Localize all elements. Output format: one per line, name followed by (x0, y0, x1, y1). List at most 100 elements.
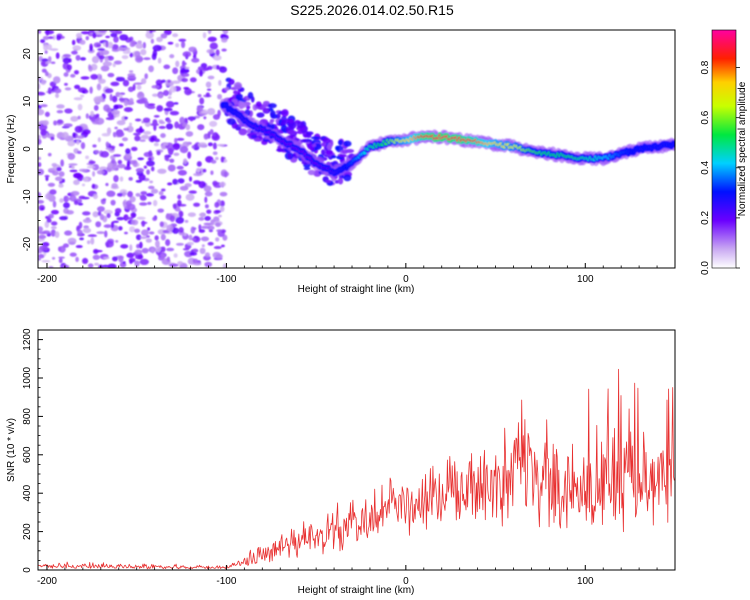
spectrogram-noise-cell (173, 102, 179, 105)
spectrogram-noise-cell (82, 211, 91, 216)
spectrogram-noise-cell (161, 144, 167, 150)
spectrogram-scatter-cell (276, 148, 285, 152)
spectrogram-noise-cell (76, 140, 80, 145)
spectrogram-noise-cell (110, 199, 116, 206)
spectrogram-scatter-cell (339, 154, 347, 158)
spectrogram-noise-cell (137, 157, 145, 161)
spectrogram-noise-cell (53, 88, 62, 94)
spectrogram-noise-cell (158, 190, 164, 196)
spectrogram-noise-cell (140, 78, 147, 85)
spectrogram-noise-cell (163, 107, 173, 112)
spectrogram-noise-cell (204, 204, 209, 209)
spectrogram-noise-cell (184, 66, 190, 70)
spectrogram-noise-cell (136, 84, 142, 90)
spectrogram-noise-cell (113, 104, 119, 110)
spectrogram-ytick-label: -20 (22, 237, 33, 252)
spectrogram-noise-cell (212, 133, 216, 137)
spectrogram-scatter-cell (321, 142, 327, 147)
spectrogram-noise-cell (115, 239, 119, 243)
spectrogram-noise-cell (134, 260, 140, 267)
spectrogram-noise-cell (182, 141, 190, 148)
spectrogram-noise-cell (175, 216, 185, 224)
spectrogram-noise-cell (70, 115, 79, 122)
spectrogram-noise-cell (113, 60, 122, 65)
spectrogram-noise-cell (149, 30, 153, 34)
spectrogram-noise-cell (121, 55, 129, 60)
spectrogram-noise-cell (118, 97, 125, 102)
spectrogram-noise-cell (177, 261, 184, 265)
spectrogram-noise-cell (163, 142, 169, 146)
spectrogram-noise-cell (198, 229, 206, 233)
spectrogram-noise-cell (188, 190, 197, 194)
spectrogram-noise-cell (199, 247, 206, 255)
spectrogram-noise-cell (204, 191, 213, 197)
spectrogram-noise-cell (204, 261, 213, 268)
spectrogram-noise-cell (123, 107, 133, 113)
spectrogram-noise-cell (86, 165, 96, 169)
spectrogram-scatter-cell (335, 145, 340, 151)
spectrogram-noise-cell (152, 93, 159, 97)
spectrogram-noise-cell (146, 105, 156, 110)
spectrogram-noise-cell (198, 216, 205, 221)
spectrogram-noise-cell (202, 32, 207, 39)
spectrogram-noise-cell (49, 189, 57, 195)
spectrogram-noise-cell (207, 142, 213, 147)
spectrogram-noise-cell (221, 48, 227, 52)
spectrogram-noise-cell (152, 44, 162, 52)
spectrogram-noise-cell (47, 36, 54, 40)
spectrogram-noise-cell (191, 237, 197, 241)
spectrogram-scatter-cell (250, 134, 258, 139)
spectrogram-scatter-cell (322, 137, 331, 144)
spectrogram-noise-cell (63, 202, 70, 209)
spectrogram-noise-cell (127, 75, 137, 81)
spectrogram-noise-cell (69, 194, 77, 202)
spectrogram-noise-cell (112, 63, 116, 68)
spectrogram-noise-cell (181, 78, 188, 83)
spectrogram-noise-cell (153, 142, 159, 147)
spectrogram-noise-cell (213, 246, 222, 250)
spectrogram-noise-cell (189, 252, 198, 256)
spectrogram-noise-cell (127, 191, 133, 198)
spectrogram-noise-cell (81, 183, 86, 187)
spectrogram-noise-cell (38, 162, 42, 168)
spectrogram-noise-cell (212, 151, 218, 156)
spectrogram-noise-cell (38, 226, 44, 233)
spectrogram-noise-cell (116, 120, 126, 126)
spectrogram-noise-cell (105, 40, 109, 48)
spectrogram-noise-cell (143, 57, 151, 61)
spectrogram-noise-cell (220, 156, 225, 163)
spectrogram-noise-cell (92, 171, 96, 177)
spectrogram-noise-cell (116, 216, 125, 221)
spectrogram-noise-cell (167, 79, 171, 83)
spectrogram-noise-cell (92, 144, 97, 148)
spectrogram-noise-cell (51, 257, 56, 260)
spectrogram-noise-cell (82, 227, 92, 234)
spectrogram-noise-cell (166, 119, 172, 124)
spectrogram-noise-cell (90, 237, 95, 245)
spectrogram-scatter-cell (337, 177, 344, 185)
spectrogram-noise-cell (166, 256, 171, 262)
spectrogram-noise-cell (215, 156, 219, 161)
spectrogram-noise-cell (161, 79, 166, 83)
spectrogram-noise-cell (80, 31, 90, 35)
spectrogram-noise-cell (219, 200, 225, 207)
spectrogram-noise-cell (75, 54, 81, 61)
spectrogram-noise-cell (179, 210, 184, 218)
spectrogram-noise-cell (178, 38, 187, 42)
snr-ytick-label: 0 (22, 567, 33, 573)
snr-xlabel: Height of straight line (km) (298, 585, 415, 596)
spectrogram-noise-cell (175, 43, 180, 48)
spectrogram-noise-cell (88, 64, 92, 70)
spectrogram-noise-cell (78, 195, 86, 200)
spectrogram-noise-cell (162, 90, 170, 96)
spectrogram-noise-cell (183, 86, 190, 90)
spectrogram-noise-cell (73, 200, 79, 206)
spectrogram-noise-cell (42, 60, 46, 65)
spectrogram-noise-cell (42, 120, 49, 126)
spectrogram-noise-cell (171, 227, 180, 234)
spectrogram-scatter-cell (287, 153, 292, 159)
spectrogram-noise-cell (112, 131, 117, 138)
spectrogram-noise-cell (91, 183, 96, 189)
spectrogram-noise-cell (118, 94, 123, 99)
spectrogram-scatter-cell (306, 131, 314, 136)
